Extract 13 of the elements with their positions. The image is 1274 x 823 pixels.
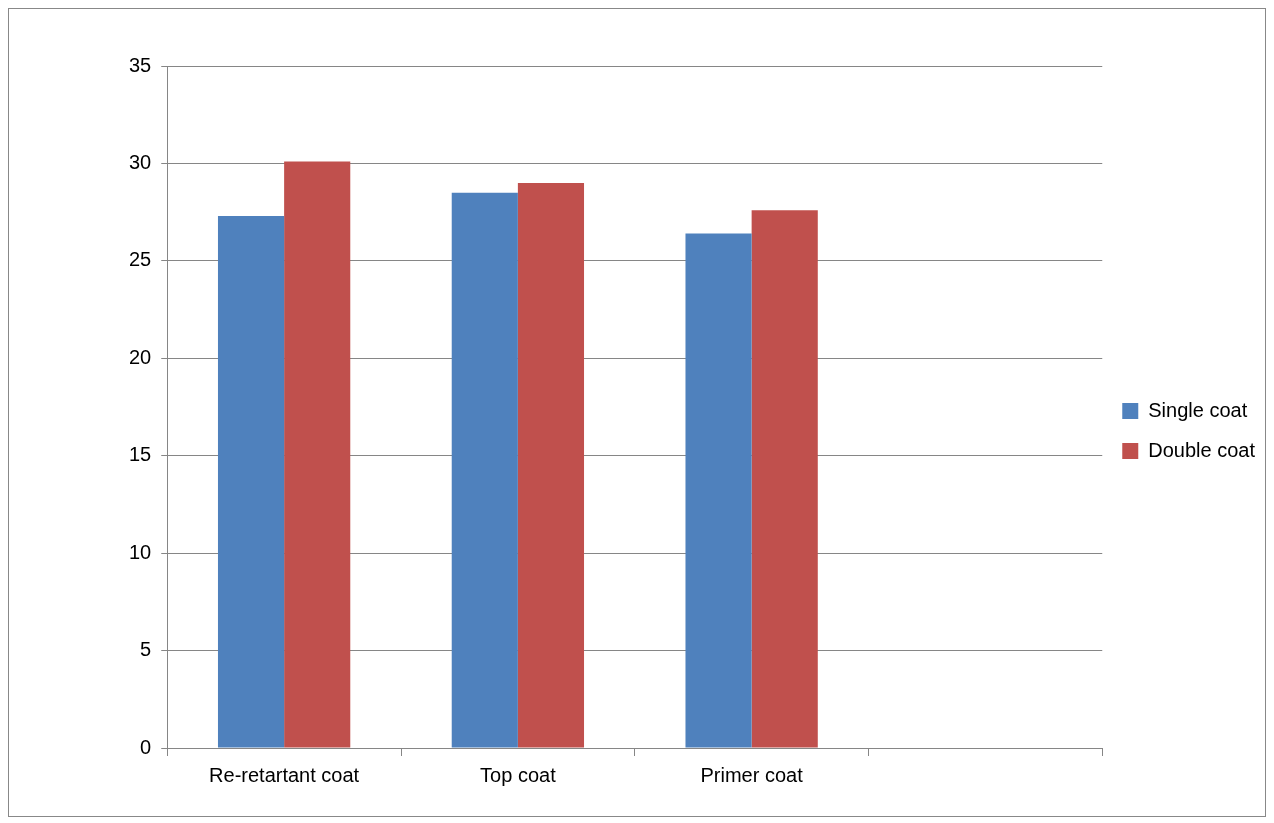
y-tick-label: 0 — [140, 735, 152, 758]
x-tick-label: Top coat — [480, 763, 557, 786]
y-tick-label: 5 — [140, 638, 152, 661]
y-tick-label: 35 — [129, 53, 152, 76]
x-tick-label: Re-retartant coat — [209, 763, 360, 786]
y-tick-label: 20 — [129, 345, 152, 368]
y-tick-label: 10 — [129, 540, 152, 563]
x-tick-label: Primer coat — [700, 763, 804, 786]
legend-label: Single coat — [1148, 398, 1248, 421]
y-tick-label: 30 — [129, 150, 152, 173]
y-tick-label: 25 — [129, 248, 152, 271]
y-tick-label: 15 — [129, 443, 152, 466]
legend-label: Double coat — [1148, 438, 1256, 461]
